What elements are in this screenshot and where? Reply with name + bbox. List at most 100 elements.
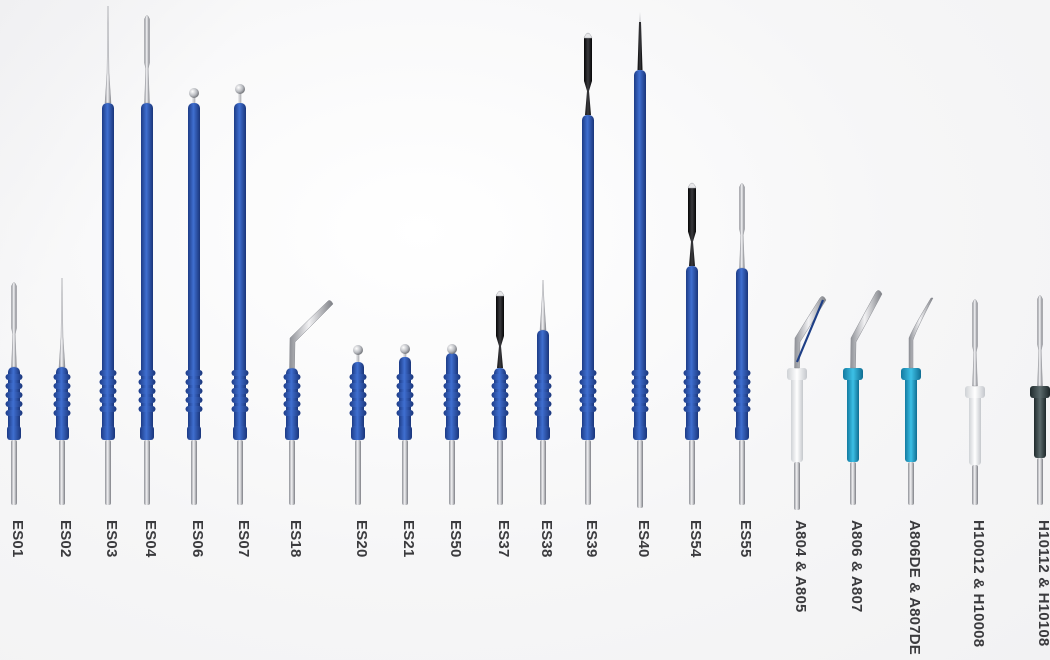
steel-pin — [585, 440, 591, 505]
grip-rib — [283, 410, 301, 416]
steel-pin — [972, 465, 978, 505]
grip-rib — [733, 370, 751, 376]
grip-rib — [683, 397, 701, 403]
grip-rib — [5, 374, 23, 380]
electrode-a806-a807 — [843, 290, 883, 505]
handle — [188, 103, 200, 440]
electrode-es07 — [231, 84, 249, 505]
coated-needle — [637, 22, 643, 70]
electrode-es18 — [283, 300, 334, 505]
exposed-tip — [687, 182, 697, 189]
steel-pin — [237, 440, 243, 505]
grip-rib — [53, 410, 71, 416]
steel-pin — [289, 440, 295, 505]
steel-pin — [402, 440, 408, 505]
grip-rib — [443, 374, 461, 380]
grip-rib — [396, 410, 414, 416]
electrode-a806de-a807de — [901, 297, 934, 505]
grip-rib — [5, 401, 23, 407]
steel-pin — [11, 440, 17, 505]
grip-rib — [5, 392, 23, 398]
handle-collar — [187, 426, 201, 440]
steel-pin — [497, 440, 503, 505]
electrode-es37 — [491, 290, 509, 505]
handle-collar — [398, 426, 412, 440]
electrode-label: ES37 — [495, 520, 512, 558]
grip-rib — [491, 383, 509, 389]
grip-rib — [138, 397, 156, 403]
grip-rib — [283, 374, 301, 380]
electrode-es40 — [631, 12, 649, 508]
handle — [582, 115, 594, 440]
ball-tip — [353, 345, 363, 355]
coated-blade — [688, 188, 696, 266]
grip-rib — [631, 379, 649, 385]
grip-rib — [99, 388, 117, 394]
ball-tip — [189, 88, 199, 98]
handle — [1034, 394, 1046, 458]
electrode-a804-a805 — [787, 296, 827, 510]
angled-blade-tip — [289, 300, 334, 369]
grip-rib — [534, 392, 552, 398]
electrode-es01 — [5, 282, 23, 505]
exposed-tip — [583, 32, 593, 39]
handle-collar — [140, 426, 154, 440]
handle-collar — [7, 426, 21, 440]
handle-collar — [735, 426, 749, 440]
handle — [736, 268, 748, 440]
steel-pin — [144, 440, 150, 505]
grip-rib — [99, 406, 117, 412]
grip-rib — [138, 370, 156, 376]
ball-neck — [238, 89, 242, 103]
blade-tip — [972, 299, 978, 387]
blade-tip — [11, 282, 17, 368]
handle-collar — [351, 426, 365, 440]
electrode-label: ES39 — [583, 520, 600, 558]
needle-point — [639, 12, 641, 22]
grip-rib — [631, 370, 649, 376]
electrode-es21 — [396, 344, 414, 505]
electrode-h10112-h10108 — [1030, 295, 1050, 505]
handle — [969, 394, 981, 465]
steel-pin — [540, 440, 546, 505]
grip-rib — [443, 392, 461, 398]
grip-rib — [491, 392, 509, 398]
electrode-label: ES18 — [287, 520, 304, 558]
grip-rib — [683, 370, 701, 376]
handle-collar — [233, 426, 247, 440]
grip-rib — [53, 401, 71, 407]
electrode-label: ES02 — [57, 520, 74, 558]
handle — [141, 103, 153, 440]
electrode-label: ES06 — [189, 520, 206, 558]
grip-rib — [231, 379, 249, 385]
grip-rib — [185, 379, 203, 385]
blade-edge — [795, 299, 825, 363]
electrode-label: ES54 — [687, 520, 704, 558]
steel-pin — [794, 462, 800, 510]
electrode-label: ES55 — [737, 520, 754, 558]
electrode-label: ES01 — [9, 520, 26, 558]
electrode-es02 — [53, 277, 71, 505]
ball-tip — [235, 84, 245, 94]
handle — [847, 376, 859, 462]
grip-rib — [396, 374, 414, 380]
grip-rib — [283, 401, 301, 407]
handle — [791, 376, 803, 462]
grip-rib — [99, 370, 117, 376]
handle-flange — [1030, 386, 1050, 398]
angled-blade-tip — [850, 290, 883, 369]
grip-rib — [231, 388, 249, 394]
grip-rib — [631, 388, 649, 394]
grip-rib — [443, 383, 461, 389]
electrode-es54 — [683, 182, 701, 505]
electrode-label: ES03 — [103, 520, 120, 558]
electrode-label: ES20 — [353, 520, 370, 558]
grip-rib — [396, 383, 414, 389]
steel-pin — [689, 440, 695, 505]
grip-rib — [138, 406, 156, 412]
electrode-label: ES07 — [235, 520, 252, 558]
grip-rib — [733, 388, 751, 394]
handle-collar — [101, 426, 115, 440]
exposed-tip — [495, 290, 505, 297]
grip-rib — [185, 370, 203, 376]
